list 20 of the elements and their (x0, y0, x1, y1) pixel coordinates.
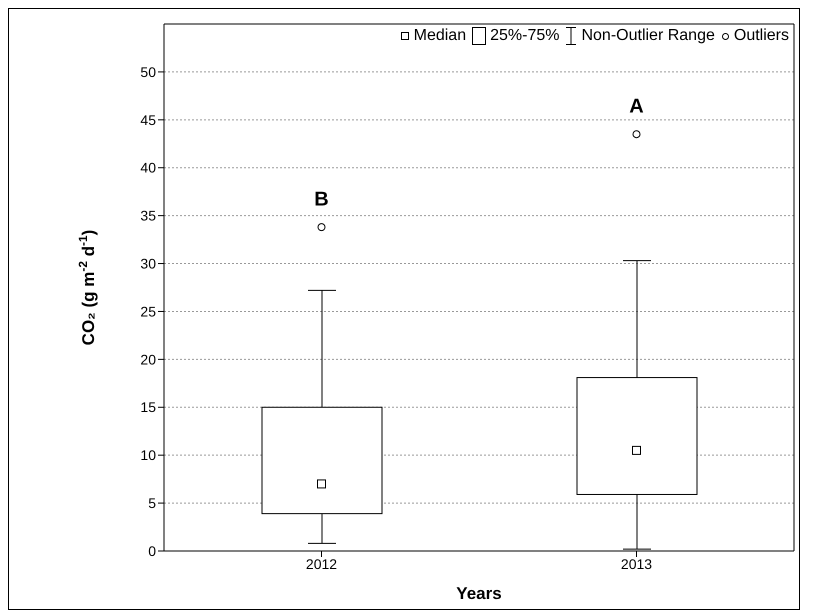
annotation: Outliers (734, 27, 789, 45)
y-tick-label: 50 (140, 64, 156, 80)
y-tick-label: 5 (148, 495, 156, 512)
y-tick-label: 10 (140, 447, 156, 464)
annotation: 25%-75% (490, 27, 560, 45)
y-tick-label: 35 (140, 208, 156, 224)
y-tick-label: 20 (140, 351, 156, 368)
annotation: B (314, 188, 329, 210)
y-tick-label: 30 (140, 256, 156, 272)
y-tick-label: 40 (140, 160, 156, 176)
y-tick-label: 15 (140, 399, 156, 416)
y-tick-label: 0 (148, 542, 156, 559)
y-tick-label: 25 (140, 303, 156, 320)
x-tick-label: 2012 (306, 556, 338, 572)
x-axis-title: Years (456, 584, 502, 603)
x-tick-label: 2013 (620, 556, 652, 572)
annotation: Median (414, 27, 466, 45)
annotation: A (629, 96, 644, 118)
y-tick-label: 45 (140, 112, 156, 128)
annotation: Non-Outlier Range (581, 27, 715, 45)
